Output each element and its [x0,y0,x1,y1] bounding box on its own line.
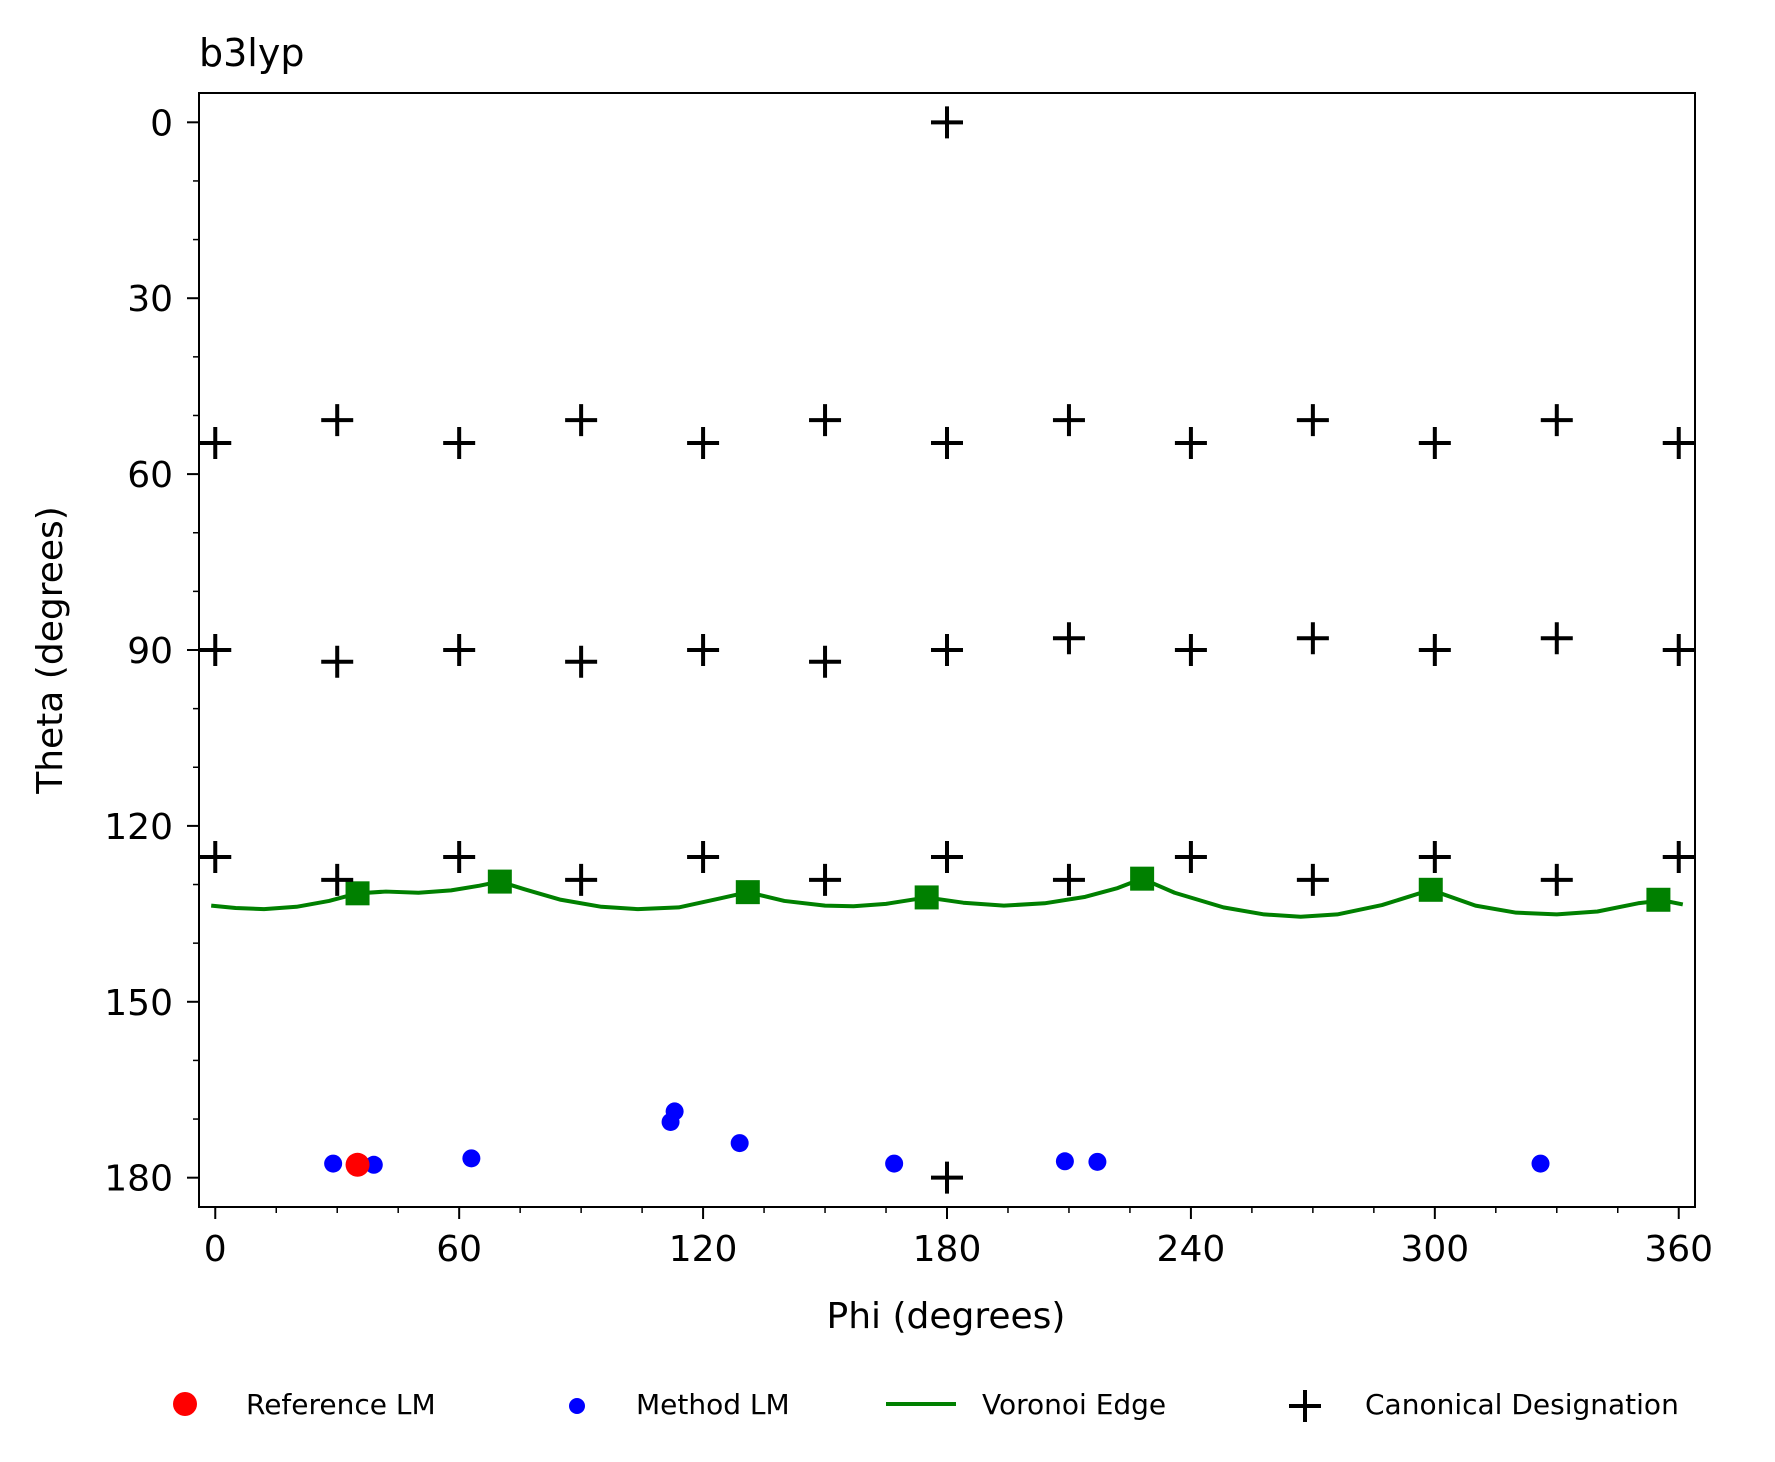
canonical-designation-marker [1662,634,1695,666]
canonical-designation-marker [1052,863,1085,896]
method-lm-point [730,1134,749,1153]
canonical-designation-marker [931,840,963,873]
y-tick-label: 120 [104,807,173,848]
canonical-designation-marker [931,634,963,666]
y-tick-label: 60 [127,455,173,496]
canonical-designation-marker [1052,404,1085,437]
reference-lm-point [345,1152,370,1177]
voronoi-vertex-marker [735,880,760,905]
x-axis: 0 60 120 180 240 300 360 [204,1207,1713,1270]
canonical-designation-marker [687,840,720,873]
canonical-designation-marker [1296,404,1329,437]
method-lm-point [885,1154,904,1173]
canonical-designation-marker [199,840,232,873]
canonical-designation-marker [1296,863,1329,896]
chart-title: b3lyp [199,31,304,75]
legend-canonical-designation-label: Canonical Designation [1365,1388,1679,1421]
y-tick-label: 30 [127,279,173,320]
canonical-designation-marker [931,427,963,460]
voronoi-vertex-marker [914,885,939,910]
legend-item-voronoi-edge: Voronoi Edge [886,1388,1166,1421]
x-tick-label: 180 [913,1229,982,1270]
voronoi-edge-line [211,876,1684,919]
legend: Reference LM Method LM Voronoi Edge Cano… [173,1388,1679,1422]
y-tick-label: 0 [150,103,173,144]
canonical-designation-marker [809,863,842,896]
legend-voronoi-edge-label: Voronoi Edge [982,1388,1166,1421]
y-tick-label: 90 [127,631,173,672]
legend-reference-lm-marker [173,1392,197,1416]
canonical-designation-marker [321,404,354,437]
canonical-designation-marker [931,106,963,139]
method-lm-point [665,1102,684,1121]
legend-item-method-lm: Method LM [569,1388,790,1421]
voronoi-vertex-marker [1418,877,1443,902]
y-axis: 0 30 60 90 120 150 180 [104,103,199,1200]
legend-method-lm-label: Method LM [636,1388,790,1421]
canonical-designation-marker [1662,427,1695,460]
legend-canonical-designation-marker [1289,1390,1321,1422]
canonical-designation-marker [931,1161,963,1194]
x-tick-label: 120 [669,1229,738,1270]
canonical-designation-marker [565,404,598,437]
method-lm-point [1088,1152,1107,1171]
canonical-designation-marker [1540,863,1573,896]
canonical-designation-marker [1662,840,1695,873]
method-lm-point [462,1149,481,1168]
x-axis-label: Phi (degrees) [827,1296,1066,1337]
x-tick-label: 0 [204,1229,227,1270]
method-lm-point [1531,1154,1550,1173]
legend-reference-lm-label: Reference LM [246,1388,436,1421]
x-tick-label: 300 [1400,1229,1469,1270]
canonical-designation-marker [443,634,476,666]
voronoi-vertex-marker [487,869,512,894]
voronoi-vertex-marker [345,881,370,906]
voronoi-vertex-marker [1130,866,1155,891]
legend-item-canonical-designation: Canonical Designation [1289,1388,1679,1422]
canonical-designation-marker [809,404,842,437]
voronoi-vertex-marker [1646,887,1671,912]
canonical-designation-marker [1052,622,1085,655]
canonical-designation-marker [1418,840,1451,873]
canonical-designation-marker [443,427,476,460]
x-tick-label: 360 [1644,1229,1713,1270]
legend-item-reference-lm: Reference LM [173,1388,436,1421]
canonical-designation-marker [443,840,476,873]
x-tick-label: 60 [436,1229,482,1270]
canonical-designation-marker [1174,634,1207,666]
canonical-designation-marker [809,645,842,678]
x-tick-label: 240 [1157,1229,1226,1270]
canonical-designation-marker [321,863,354,896]
canonical-designation-marker [321,645,354,678]
canonical-designation-marker [565,863,598,896]
method-lm-point [1055,1152,1074,1171]
method-lm-point [364,1155,383,1174]
y-tick-label: 150 [104,983,173,1024]
canonical-designation-marker [1418,634,1451,666]
canonical-designation-marker [687,634,720,666]
y-axis-label: Theta (degrees) [30,506,71,795]
canonical-designation-marker [1174,427,1207,460]
canonical-designation-marker [1418,427,1451,460]
canonical-designation-marker [687,427,720,460]
canonical-designation-marker [1296,622,1329,655]
canonical-designation-marker [1174,840,1207,873]
method-lm-point [324,1154,343,1173]
canonical-designation-marker [1540,622,1573,655]
canonical-designation-marker [565,645,598,678]
canonical-designation-marker [199,634,232,666]
canonical-designation-marker [1540,404,1573,437]
legend-method-lm-marker [569,1398,585,1414]
canonical-designation-marker [199,427,232,460]
y-tick-label: 180 [104,1159,173,1200]
plot-area [199,106,1695,1194]
